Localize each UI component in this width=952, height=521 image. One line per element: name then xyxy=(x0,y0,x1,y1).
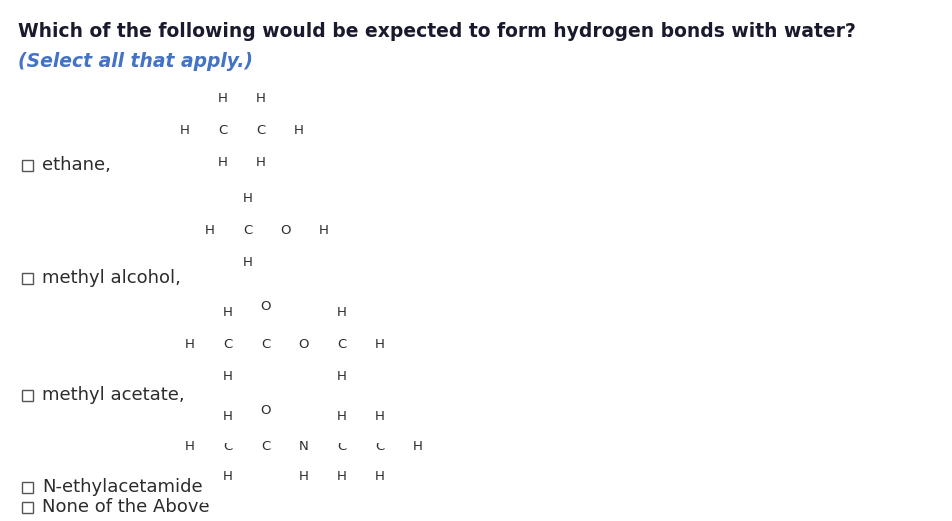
Text: H: H xyxy=(337,411,347,424)
Text: H: H xyxy=(337,470,347,483)
Bar xyxy=(22,502,33,513)
Text: C: C xyxy=(223,339,232,352)
Text: H: H xyxy=(223,370,232,383)
Text: C: C xyxy=(261,339,270,352)
Text: H: H xyxy=(223,306,232,319)
Text: C: C xyxy=(223,440,232,453)
Text: H: H xyxy=(180,123,189,137)
Text: N: N xyxy=(299,440,308,453)
Text: O: O xyxy=(281,224,291,237)
Text: H: H xyxy=(375,339,385,352)
Text: H: H xyxy=(337,370,347,383)
Text: H: H xyxy=(412,440,423,453)
Text: O: O xyxy=(261,301,271,314)
Text: H: H xyxy=(218,155,228,168)
Text: C: C xyxy=(261,440,270,453)
Text: methyl alcohol,: methyl alcohol, xyxy=(42,269,181,287)
Text: H: H xyxy=(256,155,266,168)
Text: H: H xyxy=(294,123,304,137)
Text: H: H xyxy=(218,92,228,105)
Text: H: H xyxy=(243,192,252,205)
Bar xyxy=(22,159,33,170)
Text: H: H xyxy=(243,255,252,268)
Text: H: H xyxy=(337,306,347,319)
Text: H: H xyxy=(375,411,385,424)
Bar xyxy=(22,272,33,283)
Text: None of the Above: None of the Above xyxy=(42,498,209,516)
Text: C: C xyxy=(243,224,252,237)
Text: H: H xyxy=(223,470,232,483)
Text: C: C xyxy=(375,440,385,453)
Text: H: H xyxy=(223,411,232,424)
Text: Which of the following would be expected to form hydrogen bonds with water?: Which of the following would be expected… xyxy=(18,22,855,41)
Text: H: H xyxy=(319,224,328,237)
Text: N-ethylacetamide,: N-ethylacetamide, xyxy=(42,478,208,496)
Text: C: C xyxy=(218,123,228,137)
Text: ethane,: ethane, xyxy=(42,156,110,174)
Text: C: C xyxy=(337,440,347,453)
Text: H: H xyxy=(205,224,215,237)
Text: H: H xyxy=(375,470,385,483)
Text: methyl acetate,: methyl acetate, xyxy=(42,386,185,404)
Text: O: O xyxy=(298,339,309,352)
Text: C: C xyxy=(256,123,266,137)
Bar xyxy=(22,390,33,401)
Text: C: C xyxy=(337,339,347,352)
Text: H: H xyxy=(299,470,308,483)
Bar xyxy=(22,481,33,492)
Text: H: H xyxy=(185,440,195,453)
Text: H: H xyxy=(185,339,195,352)
Text: (Select all that apply.): (Select all that apply.) xyxy=(18,52,252,71)
Text: H: H xyxy=(256,92,266,105)
Text: H: H xyxy=(185,440,195,453)
Text: O: O xyxy=(261,404,271,417)
